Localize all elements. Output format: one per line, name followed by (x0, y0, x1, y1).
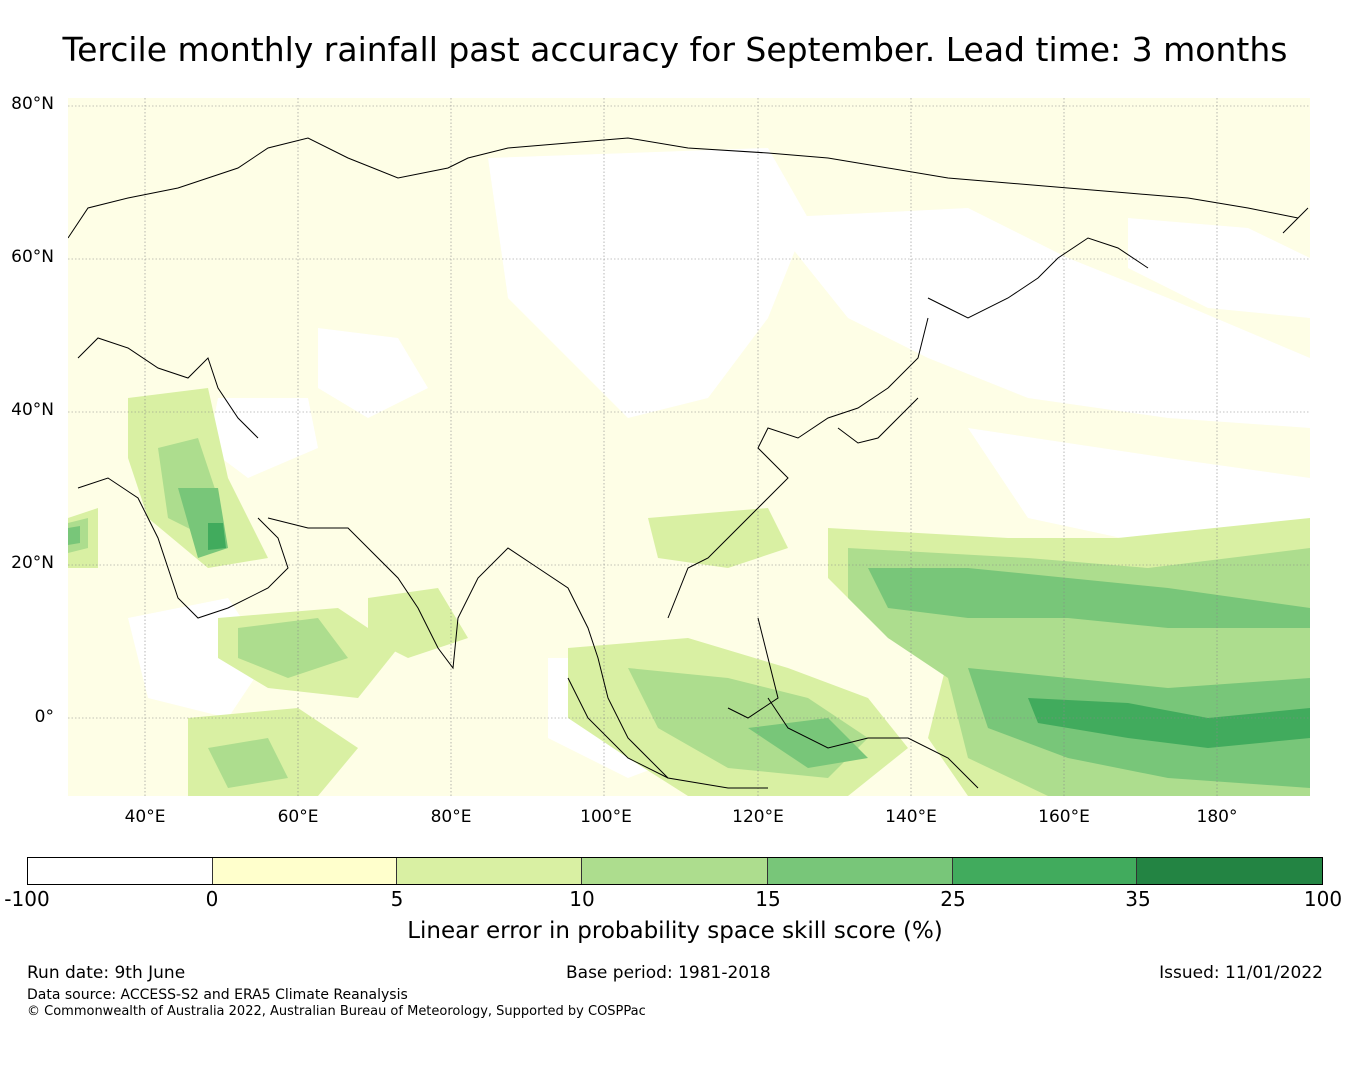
run-date: Run date: 9th June (27, 963, 186, 983)
lon-label-60e: 60°E (277, 807, 319, 827)
graticule (68, 98, 1310, 796)
coastlines (68, 137, 1309, 789)
colorbar-segment-5-10 (397, 858, 583, 884)
lon-label-100e: 100°E (580, 807, 632, 827)
lat-label-80n: 80°N (11, 94, 54, 114)
colorbar (27, 857, 1323, 885)
colorbar-tick: 15 (755, 887, 781, 911)
skill-25-35-areas (208, 523, 1310, 748)
colorbar-segment-10-15 (582, 858, 768, 884)
colorbar-segment-0-5 (212, 858, 398, 884)
lon-label-40e: 40°E (124, 807, 166, 827)
data-source: Data source: ACCESS-S2 and ERA5 Climate … (27, 987, 408, 1003)
issued-date: Issued: 11/01/2022 (1159, 963, 1323, 983)
lon-label-80e: 80°E (430, 807, 472, 827)
colorbar-tick: 35 (1125, 887, 1151, 911)
lon-label-180: 180° (1196, 807, 1238, 827)
colorbar-tick: 5 (390, 887, 404, 911)
chart-title: Tercile monthly rainfall past accuracy f… (62, 30, 1288, 69)
colorbar-tick: 10 (569, 887, 595, 911)
lon-label-140e: 140°E (885, 807, 937, 827)
colorbar-segment-35-100 (1137, 858, 1323, 884)
colorbar-tick: 25 (940, 887, 966, 911)
colorbar-tick: -100 (4, 887, 50, 911)
lat-label-60n: 60°N (11, 247, 54, 267)
copyright: © Commonwealth of Australia 2022, Austra… (27, 1004, 646, 1019)
lon-label-160e: 160°E (1038, 807, 1090, 827)
lon-label-120e: 120°E (732, 807, 784, 827)
colorbar-tick: 100 (1303, 887, 1343, 911)
lat-label-0: 0° (34, 707, 54, 727)
colorbar-segment-25-35 (952, 858, 1138, 884)
colorbar-segment-neg100-0 (28, 858, 213, 884)
colorbar-tick: 0 (205, 887, 219, 911)
map-panel (68, 98, 1310, 796)
base-period: Base period: 1981-2018 (566, 963, 771, 983)
colorbar-label: Linear error in probability space skill … (407, 918, 943, 944)
negative-skill-areas (128, 148, 1310, 778)
lat-label-20n: 20°N (11, 553, 54, 573)
skill-score-map (68, 98, 1310, 796)
colorbar-segment-15-25 (767, 858, 953, 884)
lat-label-40n: 40°N (11, 400, 54, 420)
